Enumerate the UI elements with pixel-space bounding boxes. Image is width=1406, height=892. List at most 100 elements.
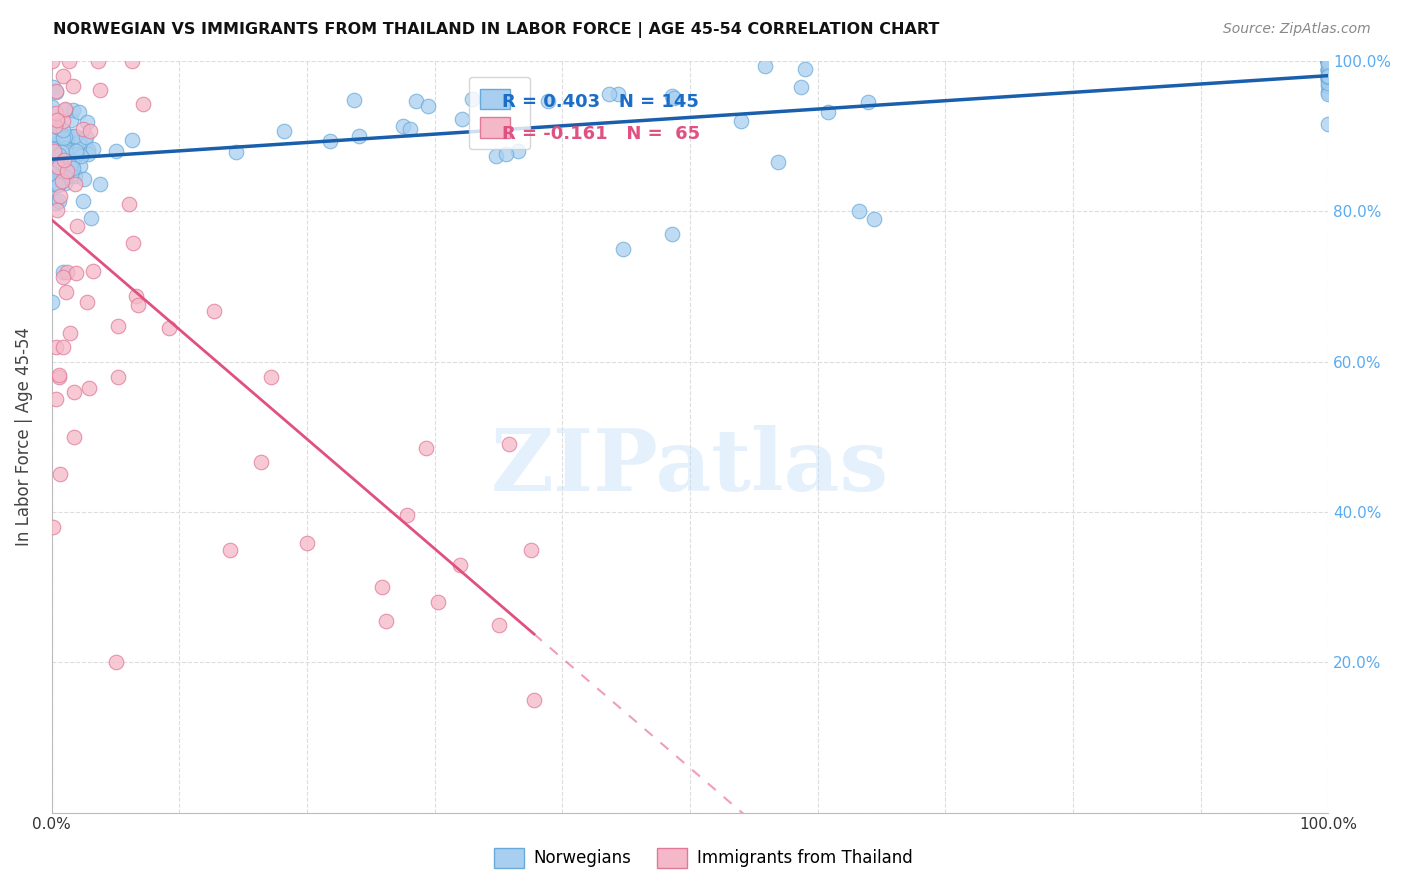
Point <box>76 115 98 129</box>
Point <box>65 219 87 234</box>
Point <box>297 536 319 550</box>
Point <box>260 370 283 384</box>
Point <box>42 142 65 156</box>
Point <box>1317 54 1340 69</box>
Point <box>41 520 63 534</box>
Point <box>1317 63 1340 78</box>
Point <box>48 467 70 482</box>
Point <box>121 54 143 69</box>
Point <box>1317 70 1340 84</box>
Point <box>45 160 67 174</box>
Point <box>451 112 474 127</box>
Point <box>49 142 72 156</box>
Point <box>52 264 75 278</box>
Point <box>55 102 77 116</box>
Point <box>219 542 242 557</box>
Point <box>65 144 87 158</box>
Point <box>848 204 870 219</box>
Point <box>80 211 103 225</box>
Point <box>46 177 69 191</box>
Point <box>67 105 90 120</box>
Point <box>45 106 67 120</box>
Text: R = -0.161   N =  65: R = -0.161 N = 65 <box>502 125 700 143</box>
Point <box>48 147 70 161</box>
Point <box>1317 54 1340 69</box>
Point <box>794 62 817 76</box>
Point <box>1317 62 1340 77</box>
Point <box>523 693 546 707</box>
Point <box>41 139 63 153</box>
Point <box>51 174 73 188</box>
Point <box>65 169 87 183</box>
Point <box>398 122 420 136</box>
Point <box>48 121 70 136</box>
Point <box>53 130 76 145</box>
Point <box>766 155 789 169</box>
Point <box>69 160 91 174</box>
Point <box>51 170 73 185</box>
Point <box>53 157 76 171</box>
Point <box>77 143 100 157</box>
Point <box>45 202 67 217</box>
Legend: Norwegians, Immigrants from Thailand: Norwegians, Immigrants from Thailand <box>486 841 920 875</box>
Text: Source: ZipAtlas.com: Source: ZipAtlas.com <box>1223 22 1371 37</box>
Point <box>1317 73 1340 87</box>
Point <box>416 98 439 112</box>
Point <box>62 430 84 444</box>
Point <box>661 89 683 103</box>
Point <box>45 118 67 132</box>
Point <box>1317 54 1340 69</box>
Point <box>67 135 90 149</box>
Point <box>1317 86 1340 100</box>
Point <box>415 442 437 456</box>
Point <box>520 543 543 558</box>
Point <box>45 176 67 190</box>
Point <box>41 99 63 113</box>
Point <box>127 298 149 312</box>
Legend: , : , <box>468 77 530 149</box>
Point <box>121 133 143 147</box>
Point <box>371 580 394 594</box>
Point <box>49 156 72 170</box>
Point <box>45 85 67 99</box>
Point <box>79 123 101 137</box>
Point <box>42 127 65 141</box>
Point <box>53 141 76 155</box>
Point <box>1317 70 1340 85</box>
Point <box>77 381 100 395</box>
Point <box>202 304 225 318</box>
Point <box>53 144 76 158</box>
Point <box>107 318 129 333</box>
Point <box>1317 63 1340 78</box>
Point <box>76 294 98 309</box>
Point <box>49 136 72 151</box>
Point <box>48 135 70 149</box>
Point <box>48 369 70 384</box>
Point <box>52 114 75 128</box>
Point <box>55 170 77 185</box>
Point <box>273 124 295 138</box>
Point <box>498 437 520 451</box>
Point <box>1317 77 1340 91</box>
Point <box>46 178 69 192</box>
Text: R = 0.403   N = 145: R = 0.403 N = 145 <box>502 93 699 111</box>
Point <box>104 145 127 159</box>
Point <box>55 285 77 300</box>
Point <box>41 294 63 309</box>
Point <box>66 148 89 162</box>
Point <box>55 264 77 278</box>
Point <box>56 163 79 178</box>
Point <box>159 321 181 335</box>
Point <box>65 266 87 280</box>
Point <box>405 94 427 108</box>
Point <box>1317 54 1340 69</box>
Point <box>1317 87 1340 102</box>
Point <box>60 153 83 168</box>
Point <box>662 90 685 104</box>
Point <box>42 145 65 159</box>
Point <box>118 197 141 211</box>
Point <box>51 145 73 159</box>
Point <box>44 127 66 141</box>
Point <box>45 195 67 210</box>
Point <box>1317 54 1340 69</box>
